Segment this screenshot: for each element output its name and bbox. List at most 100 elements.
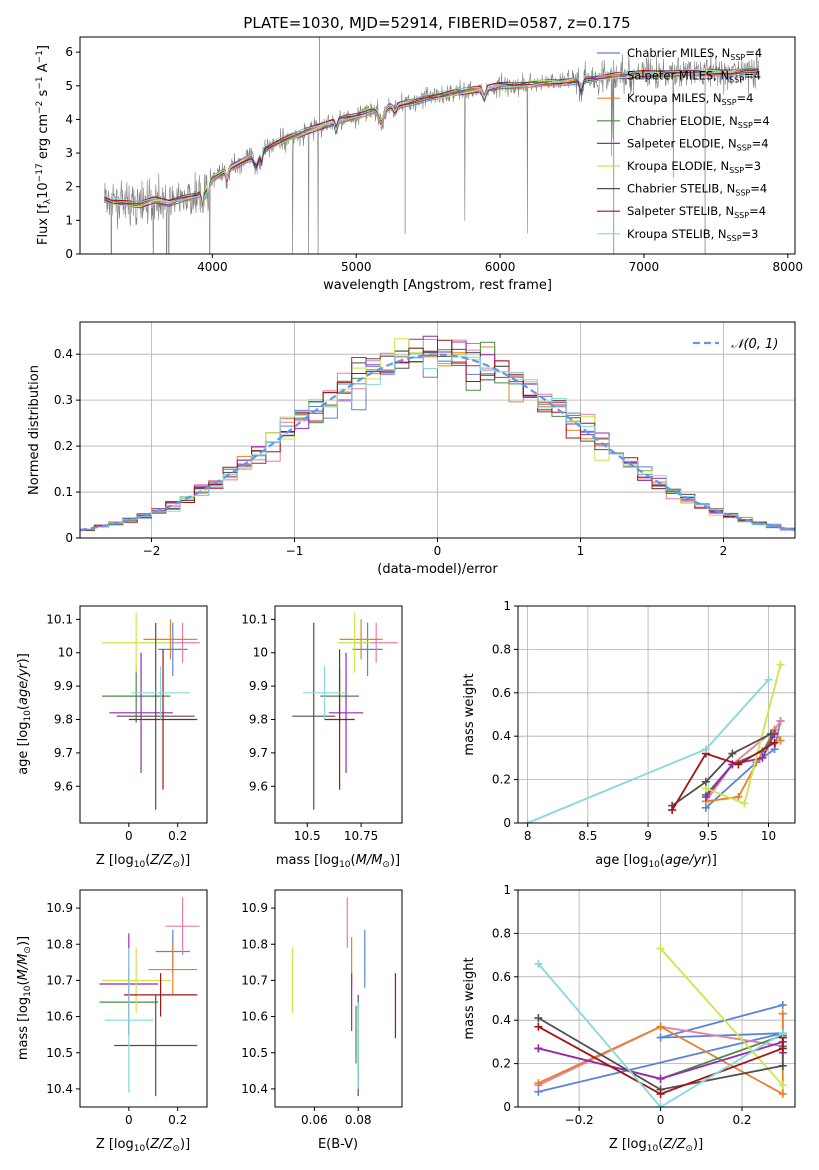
label-part: −1 <box>35 76 45 89</box>
y-tick-label: 0.2 <box>492 773 511 787</box>
label-part: ⊙ <box>685 1144 693 1154</box>
label-part: age [log <box>16 722 31 775</box>
y-axis-label: Normed distribution <box>27 365 42 495</box>
label-part: )] <box>180 1137 190 1152</box>
label-part: ( <box>16 705 31 710</box>
x-tick-label: 4000 <box>197 260 228 274</box>
y-tick-label: 0 <box>503 816 511 830</box>
axes-frame: 8 8.5 9 9.5 10 0 0.2 0.4 0.6 0.8 1 mass weight age [… <box>462 599 796 870</box>
label-part: 10 <box>647 1144 659 1154</box>
label-part: 10 <box>648 860 660 870</box>
x-tick-label: 9 <box>644 829 652 843</box>
label-part: Z/Z <box>149 1137 173 1152</box>
model-spectrum-line <box>104 68 759 207</box>
axes-border <box>517 889 796 1108</box>
chart-mass-vs-ebv: 0.06 0.08 10.4 10.5 10.6 10.7 10.8 10.9 E(B-V) <box>241 889 403 1152</box>
y-tick-label: 0 <box>503 1100 511 1114</box>
legend-entry: Kroupa MILES, NSSP=4 <box>627 91 753 107</box>
legend-label: Kroupa MILES, N <box>627 91 722 105</box>
x-axis-label: (data-model)/error <box>377 562 498 577</box>
legend-value: =4 <box>745 46 762 60</box>
y-tick-label: 0 <box>65 247 73 261</box>
x-tick-label: 0 <box>434 544 442 558</box>
label-part: ⊙ <box>172 860 180 870</box>
legend-entry: 𝒩(0, 1) <box>731 337 778 352</box>
label-part: ( <box>351 853 356 868</box>
label-part: ( <box>16 980 31 985</box>
legend-value: =4 <box>752 136 769 150</box>
axes-border <box>79 36 796 255</box>
label-part: 10 <box>23 985 33 997</box>
axes-border <box>79 605 208 824</box>
chart-weight-vs-age: 8 8.5 9 9.5 10 0 0.2 0.4 0.6 0.8 1 mass weight age [… <box>462 599 796 870</box>
label-part: λ <box>43 198 53 204</box>
label-part: age/yr <box>16 662 31 705</box>
x-tick-label: 8 <box>524 829 532 843</box>
y-tick-label: 4 <box>65 112 73 126</box>
legend: 𝒩(0, 1) <box>693 337 778 352</box>
x-tick-label: 10.75 <box>344 829 378 843</box>
label-part: )] <box>16 653 31 663</box>
y-tick-label: 10.4 <box>241 1082 268 1096</box>
label-part: ] <box>36 45 51 50</box>
series-line <box>659 948 784 1086</box>
y-tick-label: 5 <box>65 79 73 93</box>
label-part: M/M <box>16 954 31 981</box>
legend-label: Chabrier ELODIE, N <box>627 114 738 128</box>
plot-area <box>99 897 200 1097</box>
axes-border <box>274 889 403 1108</box>
legend-value: =4 <box>753 114 770 128</box>
label-part: Z/Z <box>149 853 173 868</box>
legend-label: Chabrier STELIB, N <box>627 182 735 196</box>
y-axis-label: age [log10(age/yr)] <box>16 653 33 775</box>
label-part: ( <box>145 1137 150 1152</box>
y-tick-label: 0 <box>65 531 73 545</box>
label-part: M/M <box>356 853 383 868</box>
label-part: Z [log <box>609 1137 647 1152</box>
label-part: mass [log <box>16 997 31 1060</box>
y-tick-label: 9.8 <box>249 713 268 727</box>
y-tick-label: 0.4 <box>492 1013 511 1027</box>
legend-sub: SSP <box>722 98 737 107</box>
y-tick-label: 0.3 <box>54 393 73 407</box>
label-part: erg cm <box>36 114 51 163</box>
x-axis-label: Z [log10(Z/Z⊙)] <box>96 1137 190 1154</box>
axes-border <box>274 605 403 824</box>
label-part: Flux [f <box>36 204 51 245</box>
y-tick-label: 10 <box>253 646 268 660</box>
legend-entry: Chabrier MILES, NSSP=4 <box>627 46 762 62</box>
series-line <box>537 963 784 1107</box>
axes-frame: −2 −1 0 1 2 0 0.1 0.2 0.3 0.4 (data-model)/error No… <box>27 321 796 577</box>
plot-area <box>80 335 795 532</box>
chart-spectrum: 4000 5000 6000 7000 8000 0 1 2 3 4 5 6 wavelength [A… <box>35 36 803 293</box>
series-line <box>671 733 772 807</box>
x-axis-label: age [log10(age/yr)] <box>595 853 717 870</box>
legend-value: =4 <box>749 204 766 218</box>
y-tick-label: 10.9 <box>241 901 268 915</box>
label-part: age/yr <box>665 853 708 868</box>
y-tick-label: 0.2 <box>492 1057 511 1071</box>
label-part: ⊙ <box>382 860 390 870</box>
label-part: Z [log <box>96 1137 134 1152</box>
label-part: )] <box>693 1137 703 1152</box>
x-tick-label: 0.08 <box>345 1113 372 1127</box>
y-tick-label: 10.8 <box>46 937 73 951</box>
y-tick-label: 0.4 <box>54 347 73 361</box>
plot-area <box>104 37 759 254</box>
legend-sub: SSP <box>727 234 742 243</box>
x-axis-label: E(B-V) <box>318 1137 358 1152</box>
plot-area <box>534 944 787 1107</box>
label-part: −1 <box>35 50 45 63</box>
y-axis-label: mass [log10(M/M⊙)] <box>16 936 33 1060</box>
normal-curve <box>80 353 795 531</box>
plot-area <box>523 660 785 823</box>
y-tick-label: 0.4 <box>492 729 511 743</box>
x-tick-label: 0.2 <box>168 829 187 843</box>
y-tick-label: 10.9 <box>46 901 73 915</box>
plot-area <box>101 612 200 810</box>
y-tick-label: 9.8 <box>54 713 73 727</box>
legend-sub: SSP <box>737 143 752 152</box>
